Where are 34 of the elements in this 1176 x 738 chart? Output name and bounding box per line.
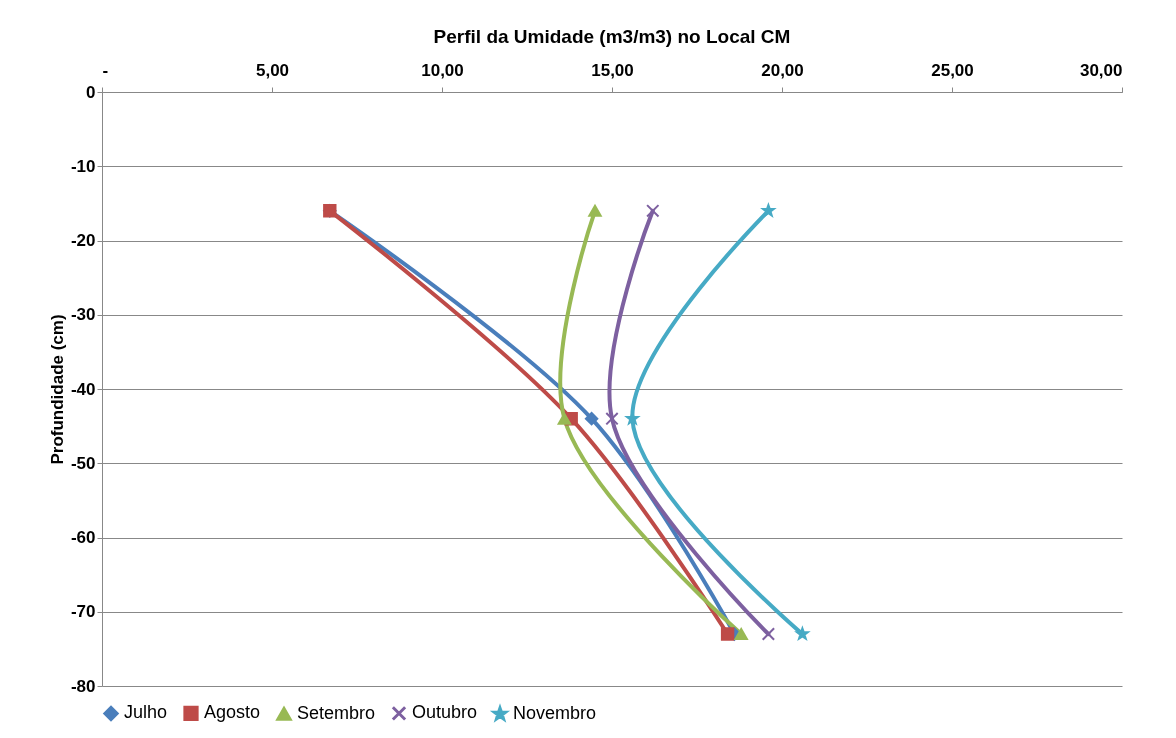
point [734,628,748,640]
point [588,204,602,217]
y-tick-label: 0 [86,82,96,102]
y-tick-label: -50 [70,453,96,473]
point [761,204,775,217]
point [625,412,639,425]
x-tick-label: 15,00 [591,60,634,80]
x-tick-label: 25,00 [931,60,974,80]
legend-label: Agosto [204,702,261,723]
x-tick-label: 10,00 [421,60,464,80]
y-tick-label: -60 [70,528,96,547]
y-tick-label: -80 [70,676,96,696]
legend-label: Novembro [513,703,597,724]
point [605,412,619,426]
x-tick-label: 20,00 [761,60,804,80]
legend-label: Setembro [297,702,376,723]
y-tick-label: -40 [70,379,96,399]
x-tick-label: - [102,60,109,80]
y-tick-label: -30 [70,305,96,325]
y-tick-label: -10 [70,156,96,176]
x-tick-label: 30,00 [1079,60,1123,80]
point [761,627,776,641]
y-tick-label: -70 [70,602,96,622]
y-tick-label: -20 [70,231,96,250]
chart-title: Perfil da Umidade (m3/m3) no Local CM [433,26,791,47]
point [557,412,572,425]
y-axis-title: Profundidade (cm) [47,314,67,465]
x-tick-label: 5,00 [255,60,290,80]
point [720,627,735,641]
point [646,204,660,218]
legend-label: Julho [124,702,168,723]
point [584,412,599,426]
point [795,627,809,640]
legend-label: Outubro [412,702,478,723]
